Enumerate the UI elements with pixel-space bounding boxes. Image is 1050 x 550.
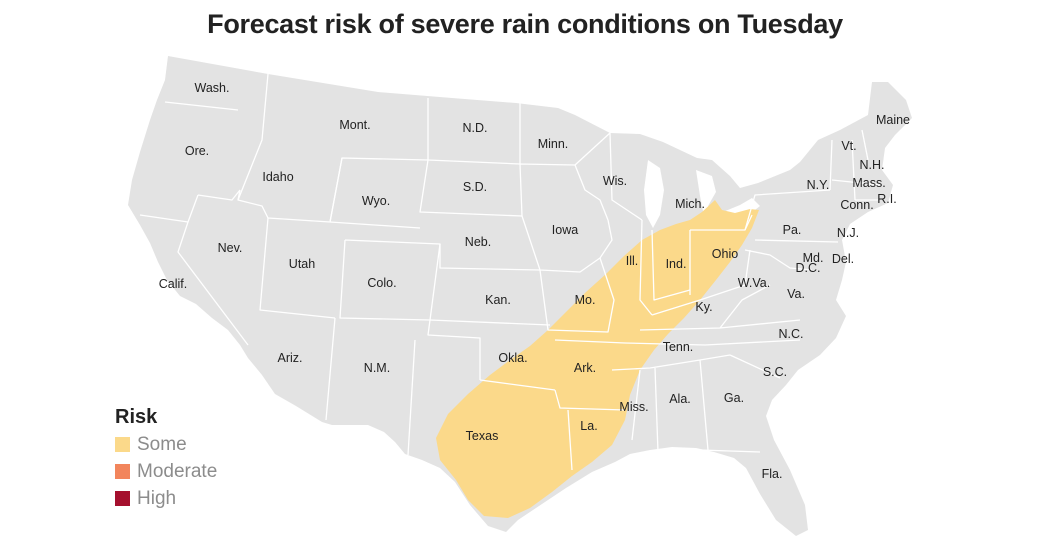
state-borders [139, 73, 881, 471]
state-label: Ohio [712, 247, 738, 261]
state-label: Conn. [840, 198, 873, 212]
legend-label-high: High [137, 487, 177, 509]
state-label: Utah [289, 257, 315, 271]
state-label: Minn. [538, 137, 569, 151]
state-label: Iowa [552, 223, 578, 237]
legend-swatch-moderate [115, 464, 130, 479]
state-label: W.Va. [738, 276, 770, 290]
state-label: Wyo. [362, 194, 390, 208]
state-label: Wis. [603, 174, 627, 188]
state-label: Ore. [185, 144, 209, 158]
legend-item-high: High [115, 485, 217, 512]
state-label: Colo. [367, 276, 396, 290]
state-label: N.J. [837, 226, 859, 240]
risk-area-some [436, 200, 759, 518]
state-label: Texas [466, 429, 499, 443]
legend-item-some: Some [115, 431, 217, 458]
state-label: Ind. [666, 257, 687, 271]
state-label: Maine [876, 113, 910, 127]
legend-swatch-high [115, 491, 130, 506]
legend-title: Risk [115, 406, 158, 428]
state-label: Ariz. [278, 351, 303, 365]
state-label: Tenn. [663, 340, 694, 354]
state-label: Md. [803, 251, 824, 265]
state-label: Pa. [783, 223, 802, 237]
state-labels: Wash. Ore. Calif. Idaho Nev. Mont. Wyo. Utah Ari… [159, 81, 910, 481]
state-label: Mich. [675, 197, 705, 211]
lake-michigan [644, 160, 664, 228]
state-label: Calif. [159, 277, 187, 291]
state-label: S.C. [763, 365, 787, 379]
state-label: Wash. [195, 81, 230, 95]
state-label: N.Y. [807, 178, 830, 192]
state-label: Nev. [218, 241, 243, 255]
state-label: Del. [832, 252, 854, 266]
state-label: Ill. [626, 254, 639, 268]
state-label: N.H. [860, 158, 885, 172]
state-label: Va. [787, 287, 805, 301]
state-label: Miss. [619, 400, 648, 414]
us-landmass [128, 56, 912, 536]
state-label: Mont. [339, 118, 370, 132]
state-label: N.C. [779, 327, 804, 341]
state-label: Vt. [841, 139, 856, 153]
state-label: La. [580, 419, 597, 433]
state-label: R.I. [877, 192, 896, 206]
legend-swatch-some [115, 437, 130, 452]
map-title: Forecast risk of severe rain conditions … [207, 9, 843, 39]
state-label: Mo. [575, 293, 596, 307]
state-label: D.C. [796, 261, 821, 275]
legend-label-some: Some [137, 433, 187, 455]
state-label: Neb. [465, 235, 491, 249]
state-label: Ga. [724, 391, 744, 405]
state-label: Okla. [498, 351, 527, 365]
state-label: Ark. [574, 361, 596, 375]
legend: Risk Some Moderate High [115, 406, 217, 512]
state-label: Idaho [262, 170, 293, 184]
state-label: Ky. [695, 300, 712, 314]
state-label: Mass. [852, 176, 885, 190]
state-label: N.D. [463, 121, 488, 135]
state-label: Kan. [485, 293, 511, 307]
state-label: S.D. [463, 180, 487, 194]
state-label: Ala. [669, 392, 691, 406]
state-label: Fla. [762, 467, 783, 481]
state-label: N.M. [364, 361, 390, 375]
legend-label-moderate: Moderate [137, 460, 218, 482]
legend-item-moderate: Moderate [115, 458, 217, 485]
